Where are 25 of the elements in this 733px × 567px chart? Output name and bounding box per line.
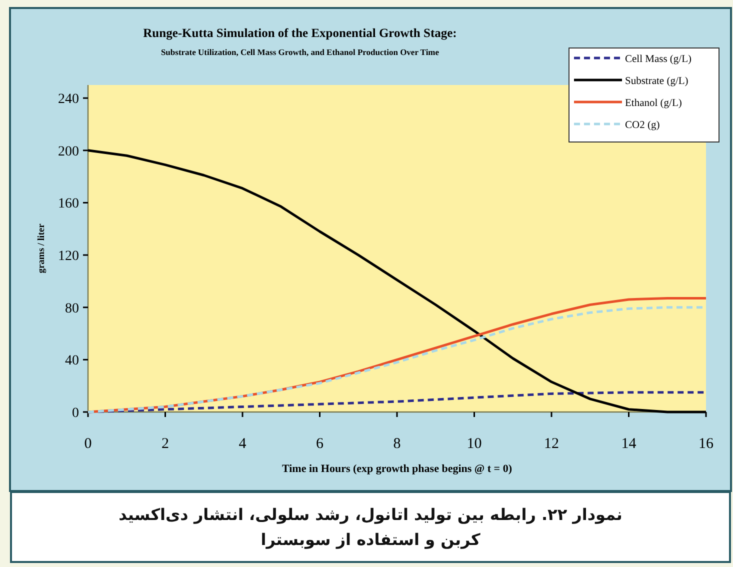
x-tick-label: 16 — [698, 436, 714, 452]
chart-title: Runge-Kutta Simulation of the Exponential Growth Stage: — [143, 26, 457, 40]
legend-label: CO2 (g) — [625, 120, 660, 131]
legend-label: Ethanol (g/L) — [625, 98, 682, 109]
chart-subtitle: Substrate Utilization, Cell Mass Growth, and Ethanol Production Over Time — [160, 47, 440, 57]
x-tick-label: 8 — [393, 436, 401, 452]
x-tick-label: 0 — [84, 436, 92, 452]
text: نمودار ۲۲. رابطه بین تولید اتانول، رشد سلولی، انتشار دی‌اکسید کربن و استفاده از سوبسترا — [118, 504, 624, 551]
y-tick-label: 0 — [72, 406, 79, 421]
x-axis-title: Time in Hours (exp growth phase begins @ t = 0) — [282, 463, 512, 475]
legend-label: Substrate (g/L) — [625, 76, 689, 87]
x-tick-label: 6 — [316, 436, 324, 452]
x-tick-label: 12 — [544, 436, 559, 452]
y-tick-label: 240 — [58, 92, 79, 108]
y-tick-label: 160 — [58, 196, 79, 212]
y-tick-label: 200 — [58, 144, 79, 160]
y-axis-title: grams / liter — [37, 222, 47, 274]
y-tick-label: 80 — [65, 301, 79, 316]
x-tick-label: 14 — [621, 436, 637, 452]
legend-label: Cell Mass (g/L) — [625, 54, 692, 65]
y-tick-label: 120 — [58, 249, 79, 264]
x-tick-label: 2 — [162, 436, 169, 452]
x-tick-label: 10 — [466, 436, 482, 452]
y-tick-label: 40 — [65, 354, 79, 369]
x-tick-label: 4 — [238, 436, 247, 452]
